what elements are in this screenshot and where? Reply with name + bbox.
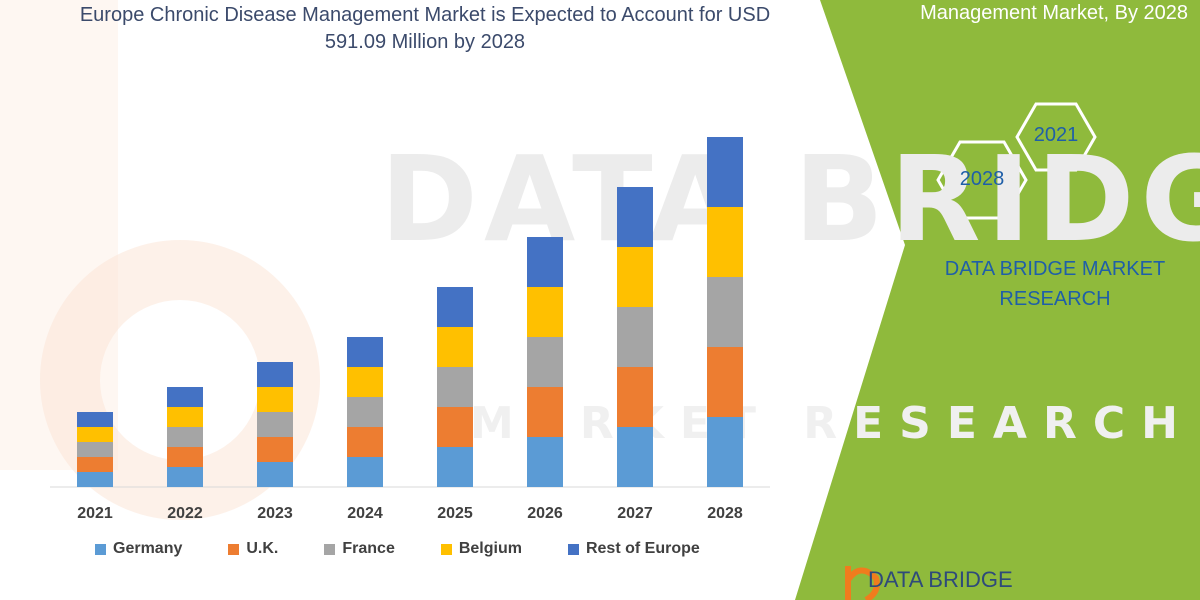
bar-segment-2025-france (437, 367, 473, 407)
bar-segment-2028-u-k (707, 347, 743, 417)
x-tick-label: 2027 (617, 505, 653, 522)
bar-segment-2021-u-k (77, 457, 113, 472)
x-tick-label: 2023 (257, 505, 293, 522)
brand-name: DATA BRIDGE MARKET RESEARCH (925, 254, 1185, 314)
bar-segment-2026-rest-of-europe (527, 237, 563, 287)
bar-segment-2026-france (527, 337, 563, 387)
x-tick-label: 2024 (347, 505, 383, 522)
bar-segment-2025-rest-of-europe (437, 287, 473, 327)
hexagon-2021 (1015, 102, 1097, 172)
x-tick-label: 2026 (527, 505, 563, 522)
chart-title: Europe Chronic Disease Management Market… (79, 4, 771, 53)
legend-item: France (324, 540, 395, 558)
legend-label: Belgium (458, 540, 522, 557)
hexagon-2028 (936, 140, 1028, 220)
bar-segment-2023-germany (257, 462, 293, 487)
brand-name-line2: RESEARCH (999, 288, 1111, 310)
bar-segment-2028-belgium (707, 207, 743, 277)
legend-label: Rest of Europe (585, 540, 700, 557)
bar-segment-2024-belgium (347, 367, 383, 397)
bar-segment-2021-germany (77, 472, 113, 487)
legend-swatch (567, 543, 579, 555)
legend-item: Belgium (440, 540, 522, 558)
logo-text: DATA BRIDGE (868, 567, 1013, 592)
legend-item: Germany (95, 540, 182, 558)
legend-label: France (342, 540, 395, 557)
bar-segment-2025-u-k (437, 407, 473, 447)
bar-segment-2022-germany (167, 467, 203, 487)
bar-segment-2026-germany (527, 437, 563, 487)
panel-title: Management Market, By 2028 (920, 2, 1188, 24)
bar-segment-2024-france (347, 397, 383, 427)
legend-swatch (95, 543, 106, 555)
bar-segment-2023-france (257, 412, 293, 437)
legend-item: U.K. (228, 540, 278, 558)
logo-mark-icon (845, 566, 880, 600)
bar-segment-2022-rest-of-europe (167, 387, 203, 407)
bar-segment-2026-u-k (527, 387, 563, 437)
bar-segment-2027-france (617, 307, 653, 367)
hexagon-2021-label: 2021 (1033, 124, 1079, 146)
bar-segment-2026-belgium (527, 287, 563, 337)
bar-segment-2025-germany (437, 447, 473, 487)
watermark-bottom: MARKET RESEARCH (470, 398, 1194, 449)
bar-segment-2022-belgium (167, 407, 203, 427)
bar-segment-2027-u-k (617, 367, 653, 427)
x-tick-label: 2021 (77, 505, 113, 522)
bar-segment-2021-rest-of-europe (77, 412, 113, 427)
bar-segment-2022-france (167, 427, 203, 447)
bar-segment-2023-u-k (257, 437, 293, 462)
legend-swatch (440, 543, 452, 555)
bar-segment-2027-germany (617, 427, 653, 487)
bar-segment-2023-belgium (257, 387, 293, 412)
bar-segment-2023-rest-of-europe (257, 362, 293, 387)
green-side-panel (795, 0, 1200, 600)
bar-segment-2022-u-k (167, 447, 203, 467)
brand-name-line1: DATA BRIDGE MARKET (944, 258, 1166, 280)
legend-item: Rest of Europe (567, 540, 700, 558)
x-tick-label: 2022 (167, 505, 203, 522)
bar-segment-2021-france (77, 442, 113, 457)
bar-segment-2024-germany (347, 457, 383, 487)
hexagon-2028-label: 2028 (959, 168, 1005, 190)
legend-label: U.K. (246, 540, 279, 557)
legend-swatch (324, 543, 336, 555)
x-tick-label: 2025 (437, 505, 473, 522)
bar-segment-2024-u-k (347, 427, 383, 457)
chart-legend: Germany U.K. France Belgium Rest of Europe (95, 540, 746, 558)
bar-segment-2028-france (707, 277, 743, 347)
stacked-bar-chart: 2021 2022 2023 2024 2025 2026 2027 2028 (50, 137, 770, 522)
bar-segment-2027-rest-of-europe (617, 187, 653, 247)
x-tick-label: 2028 (707, 505, 743, 522)
bar-segment-2024-rest-of-europe (347, 337, 383, 367)
bar-segment-2027-belgium (617, 247, 653, 307)
bar-segment-2021-belgium (77, 427, 113, 442)
watermark-top: DATA BRIDGE (380, 130, 1200, 268)
legend-label: Germany (113, 540, 183, 557)
legend-swatch (228, 543, 240, 555)
bar-segment-2025-belgium (437, 327, 473, 367)
bar-segment-2028-rest-of-europe (707, 137, 743, 207)
bar-segment-2028-germany (707, 417, 743, 487)
